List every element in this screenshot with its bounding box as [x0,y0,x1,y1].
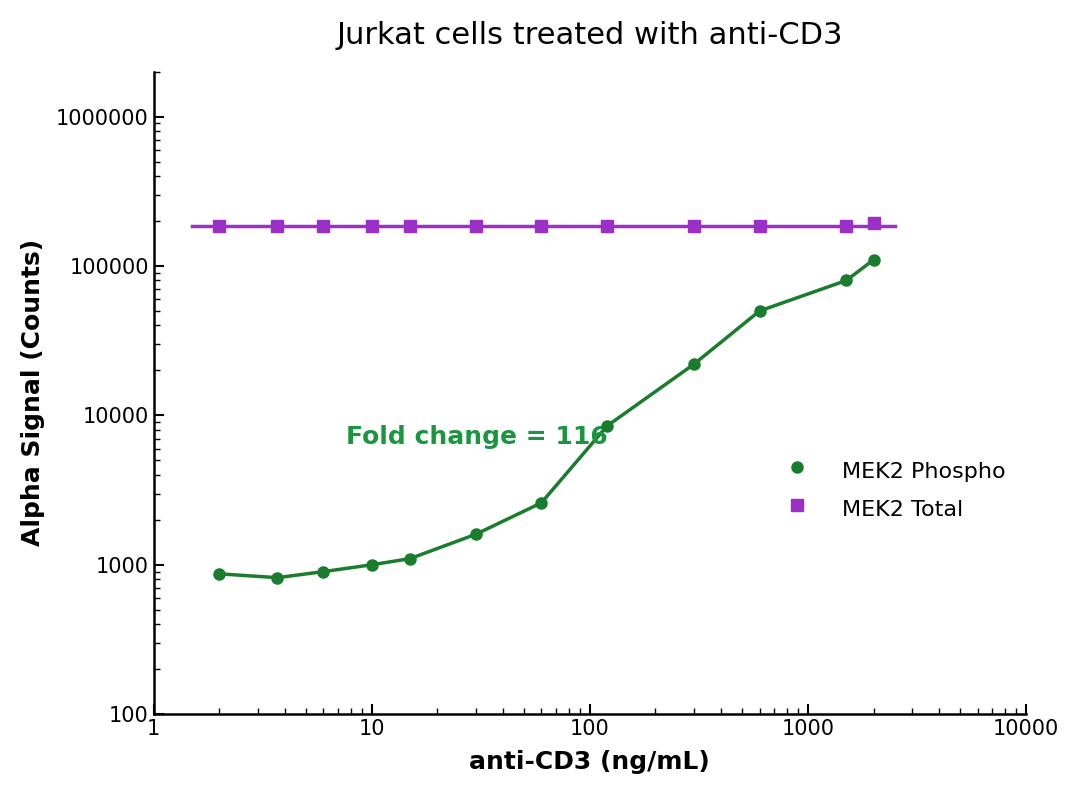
MEK2 Phospho [365,560,378,569]
MEK2 Total [840,221,853,231]
MEK2 Total [470,221,483,231]
MEK2 Phospho [687,359,700,369]
MEK2 Phospho [470,529,483,539]
Legend: MEK2 Phospho, MEK2 Total: MEK2 Phospho, MEK2 Total [760,448,1015,531]
MEK2 Phospho [271,573,284,583]
MEK2 Total [867,218,880,227]
MEK2 Phospho [404,554,417,564]
Line: MEK2 Total: MEK2 Total [213,216,880,232]
MEK2 Phospho [316,567,329,576]
MEK2 Phospho [867,255,880,265]
Title: Jurkat cells treated with anti-CD3: Jurkat cells treated with anti-CD3 [337,21,843,50]
MEK2 Total [600,221,613,231]
Y-axis label: Alpha Signal (Counts): Alpha Signal (Counts) [21,239,45,546]
MEK2 Phospho [840,276,853,285]
MEK2 Total [404,221,417,231]
Text: Fold change = 116: Fold change = 116 [346,425,607,449]
MEK2 Total [753,221,766,231]
MEK2 Total [365,221,378,231]
MEK2 Total [687,221,700,231]
MEK2 Total [316,221,329,231]
Line: MEK2 Phospho: MEK2 Phospho [214,254,879,584]
MEK2 Total [535,221,548,231]
MEK2 Total [213,221,226,231]
X-axis label: anti-CD3 (ng/mL): anti-CD3 (ng/mL) [470,750,711,774]
MEK2 Phospho [753,306,766,316]
MEK2 Phospho [213,569,226,579]
MEK2 Phospho [535,498,548,507]
MEK2 Phospho [600,421,613,431]
MEK2 Total [271,221,284,231]
